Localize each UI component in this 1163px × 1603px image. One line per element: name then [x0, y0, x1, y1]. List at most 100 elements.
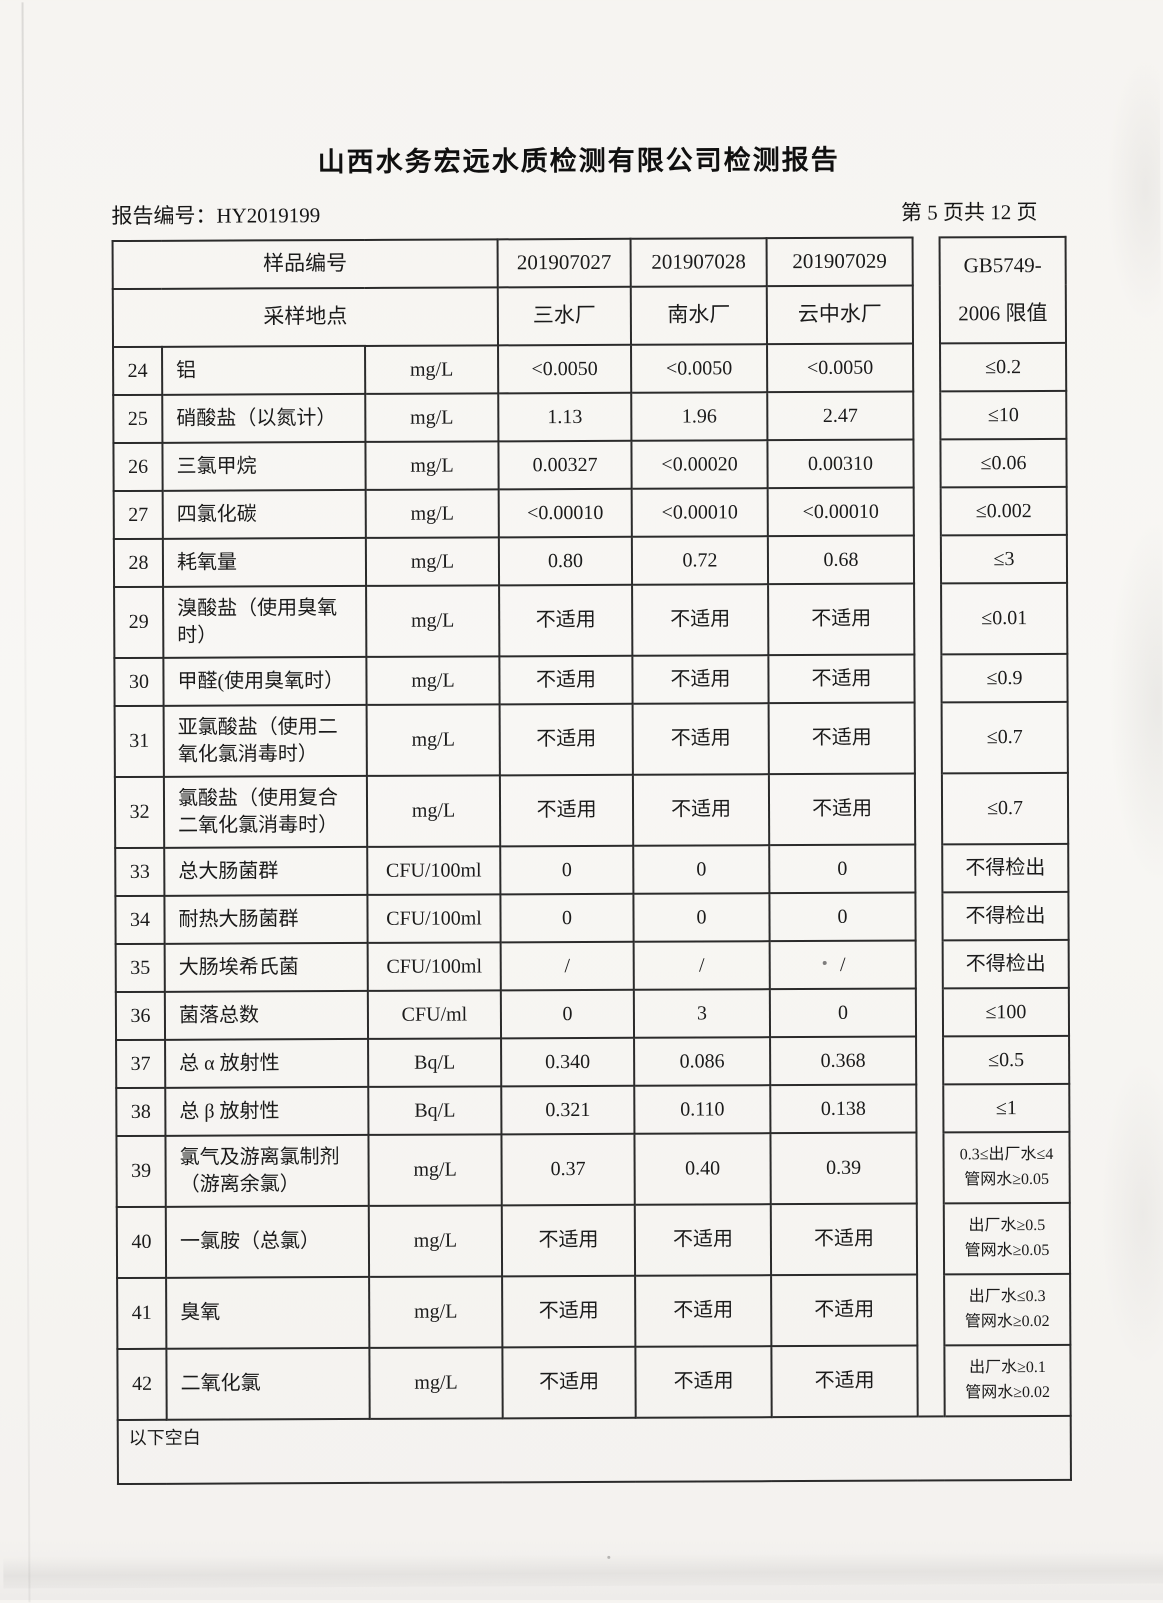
value-cell-sample3: 0.39 — [770, 1132, 917, 1205]
value-cell-sample2: <0.00020 — [631, 440, 768, 489]
separator-cell — [917, 1274, 945, 1346]
row-number-cell: 31 — [114, 705, 164, 778]
table-row: 36 菌落总数 CFU/ml 0 3 0 ≤100 — [115, 987, 1070, 1041]
limit-standard-header-lines: GB5749- 2006 限值 — [943, 242, 1063, 339]
report-meta-row: 报告编号：HY2019199 第 5 页共 12 页 — [111, 196, 1037, 230]
location-cell: 云中水厂 — [766, 285, 914, 345]
value-cell-sample3: 不适用 — [768, 702, 915, 775]
row-number-cell: 42 — [117, 1348, 167, 1421]
location-cell: 三水厂 — [497, 286, 632, 346]
parameter-name-cell: 总大肠菌群 — [164, 846, 368, 896]
value-cell-sample2: 不适用 — [632, 655, 769, 704]
value-cell-sample2: 不适用 — [634, 1204, 772, 1276]
parameter-name-cell: 大肠埃希氏菌 — [164, 942, 368, 992]
value-cell-sample1: 0.340 — [501, 1037, 635, 1087]
separator-cell — [914, 773, 943, 845]
sample-id-cell: 201907029 — [766, 237, 913, 287]
separator-cell — [913, 439, 941, 488]
value-cell-sample3: <0.0050 — [767, 343, 914, 393]
scan-right-shadow-artifact — [1059, 0, 1163, 1598]
value-cell-sample3: / — [769, 940, 916, 990]
limit-cell: 出厂水≥0.5 管网水≥0.05 — [943, 1202, 1071, 1275]
value-cell-sample2: 0.110 — [634, 1085, 771, 1134]
separator-cell — [916, 1132, 944, 1204]
unit-cell: mg/L — [366, 656, 500, 705]
value-cell-sample1: / — [500, 941, 634, 991]
row-number-cell: 32 — [114, 776, 165, 849]
value-cell-sample1: 0 — [500, 989, 635, 1039]
table-row: 34 耐热大肠菌群 CFU/100ml 0 0 0 不得检出 — [115, 891, 1069, 945]
row-number-cell: 34 — [115, 895, 165, 945]
unit-cell: Bq/L — [368, 1086, 502, 1135]
unit-cell: mg/L — [365, 393, 499, 442]
limit-cell: ≤0.002 — [940, 486, 1067, 536]
limit-cell: ≤0.7 — [941, 701, 1068, 774]
table-row: 30 甲醛(使用臭氧时） mg/L 不适用 不适用 不适用 ≤0.9 — [114, 653, 1068, 707]
separator-cell — [916, 1084, 944, 1133]
value-cell-sample1: 0.00327 — [498, 440, 632, 490]
value-cell-sample2: / — [633, 941, 770, 990]
location-header-label: 采样地点 — [112, 287, 499, 348]
value-cell-sample2: 1.96 — [631, 392, 768, 441]
unit-cell: mg/L — [366, 585, 500, 657]
scan-speck-artifact — [607, 1555, 611, 1559]
unit-cell: CFU/100ml — [367, 846, 501, 895]
sample-id-header-label: 样品编号 — [112, 239, 498, 289]
parameter-name-cell: 四氯化碳 — [162, 489, 366, 539]
table-body: 24 铝 mg/L <0.0050 <0.0050 <0.0050 ≤0.2 2… — [113, 342, 1071, 1421]
parameter-name-cell: 菌落总数 — [164, 990, 369, 1040]
sample-id-cell: 201907028 — [630, 238, 767, 287]
value-cell-sample1: 不适用 — [499, 774, 634, 847]
row-number-cell: 40 — [116, 1206, 167, 1279]
row-number-cell: 29 — [114, 586, 164, 659]
value-cell-sample1: <0.00010 — [498, 488, 632, 538]
separator-cell — [913, 487, 941, 536]
value-cell-sample1: 0 — [500, 845, 634, 895]
value-cell-sample1: 0.37 — [501, 1133, 635, 1206]
limit-cell: ≤10 — [940, 390, 1067, 440]
parameter-name-cell: 溴酸盐（使用臭氧 时） — [163, 585, 367, 658]
value-cell-sample3: 不适用 — [768, 773, 916, 846]
scan-left-edge-artifact — [21, 2, 31, 1603]
separator-cell — [915, 988, 944, 1037]
value-cell-sample1: 不适用 — [502, 1275, 636, 1348]
row-number-cell: 27 — [113, 490, 163, 540]
separator-cell — [913, 535, 942, 584]
row-number-cell: 30 — [114, 657, 164, 707]
value-cell-sample3: 不适用 — [771, 1345, 918, 1418]
value-cell-sample2: 不适用 — [635, 1275, 772, 1347]
table-row: 33 总大肠菌群 CFU/100ml 0 0 0 不得检出 — [115, 843, 1069, 897]
separator-cell — [914, 654, 942, 703]
parameter-name-cell: 总 α 放射性 — [165, 1038, 369, 1088]
value-cell-sample3: 不适用 — [771, 1274, 918, 1347]
limit-standard-line2: 2006 限值 — [958, 301, 1048, 326]
parameter-name-cell: 氯气及游离氯制剂 （游离余氯） — [165, 1134, 369, 1207]
limit-standard-header: GB5749- 2006 限值 — [939, 236, 1067, 344]
table-row: 32 氯酸盐（使用复合 二氧化氯消毒时） mg/L 不适用 不适用 不适用 ≤0… — [114, 772, 1069, 849]
value-cell-sample1: 不适用 — [501, 1204, 636, 1277]
page-indicator: 第 5 页共 12 页 — [900, 200, 1038, 225]
parameter-name-cell: 耐热大肠菌群 — [164, 894, 368, 944]
value-cell-sample1: 0.80 — [498, 536, 633, 586]
parameter-name-cell: 甲醛(使用臭氧时） — [163, 656, 367, 706]
unit-cell: mg/L — [366, 775, 501, 847]
row-number-cell: 33 — [115, 847, 165, 897]
results-table: 样品编号 201907027 201907028 201907029 GB574… — [112, 236, 1072, 1485]
value-cell-sample1: 不适用 — [502, 1346, 636, 1419]
value-cell-sample2: <0.00010 — [631, 488, 768, 537]
unit-cell: mg/L — [365, 441, 499, 490]
separator-cell — [916, 1036, 944, 1085]
separator-cell — [917, 1345, 945, 1417]
limit-cell: 出厂水≤0.3 管网水≥0.02 — [944, 1273, 1071, 1346]
value-cell-sample1: 不适用 — [499, 584, 633, 657]
value-cell-sample1: 1.13 — [498, 392, 632, 442]
value-cell-sample3: 不适用 — [770, 1203, 918, 1276]
parameter-name-cell: 氯酸盐（使用复合 二氧化氯消毒时） — [163, 775, 368, 848]
limit-cell: ≤0.2 — [940, 342, 1067, 392]
page-title: 山西水务宏远水质检测有限公司检测报告 — [317, 144, 840, 178]
separator-cell — [912, 237, 940, 286]
limit-cell: ≤100 — [942, 987, 1070, 1037]
value-cell-sample2: 3 — [633, 989, 771, 1038]
